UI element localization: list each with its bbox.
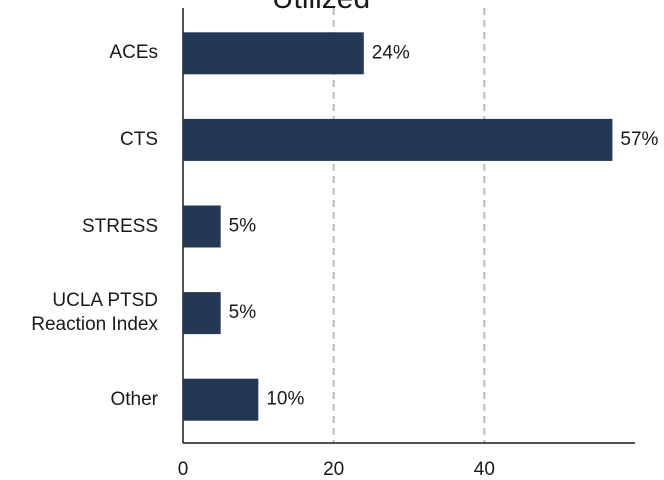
y-tick-label: ACEs — [109, 42, 158, 64]
bar — [183, 378, 259, 421]
bar — [183, 32, 364, 75]
chart-title: Utilized — [272, 0, 370, 15]
data-label: 5% — [229, 216, 257, 237]
bar — [183, 292, 221, 335]
x-tick-label: 0 — [178, 459, 189, 480]
bar — [183, 118, 613, 161]
y-tick-label: CTS — [120, 128, 158, 150]
x-tick-label: 40 — [474, 459, 495, 480]
data-label: 57% — [620, 129, 658, 150]
y-tick-label: Other — [110, 388, 158, 410]
data-label: 10% — [266, 389, 304, 410]
data-label: 24% — [372, 42, 410, 63]
y-tick-label: STRESS — [81, 215, 158, 237]
y-tick-label: UCLA PTSD Reaction Index — [31, 290, 158, 336]
bar — [183, 205, 221, 248]
x-tick-label: 20 — [323, 459, 344, 480]
data-label: 5% — [229, 302, 257, 323]
